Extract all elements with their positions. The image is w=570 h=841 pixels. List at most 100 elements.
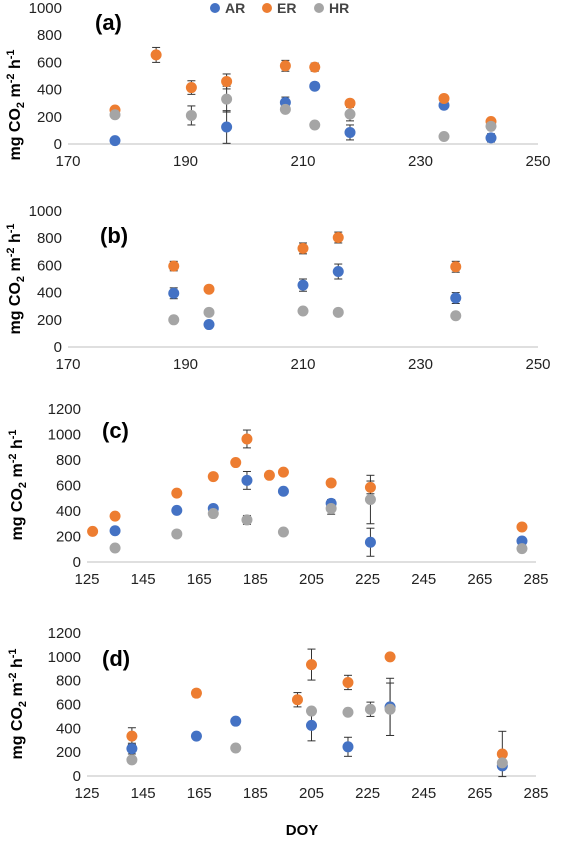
y-tick-label: 0	[54, 339, 62, 356]
point-ar	[230, 715, 242, 727]
point-er	[190, 687, 202, 699]
point-er	[221, 75, 233, 87]
point-er	[306, 659, 317, 671]
point-hr	[203, 306, 215, 318]
point-ar	[516, 535, 528, 547]
y-tick-label: 800	[37, 230, 62, 247]
x-tick-label: 285	[523, 571, 548, 588]
point-er	[291, 694, 303, 706]
legend-marker-er	[262, 3, 272, 13]
point-ar	[297, 279, 309, 291]
point-ar	[450, 292, 462, 304]
point-ar	[171, 504, 183, 516]
y-tick-label: 200	[56, 744, 81, 761]
point-ar	[485, 132, 497, 144]
point-ar	[168, 287, 180, 299]
point-ar	[342, 741, 354, 753]
point-hr	[342, 706, 354, 718]
legend-label-ar: AR	[225, 0, 245, 16]
legend-label-er: ER	[277, 0, 296, 16]
y-tick-label: 200	[37, 312, 62, 329]
point-er	[450, 261, 462, 273]
legend-label-hr: HR	[329, 0, 349, 16]
point-ar	[332, 266, 344, 278]
y-tick-label: 800	[56, 673, 81, 690]
point-er	[230, 457, 242, 469]
point-ar	[190, 730, 202, 742]
x-tick-label: 190	[173, 356, 198, 373]
x-tick-label: 185	[243, 571, 268, 588]
point-er	[496, 748, 508, 760]
point-ar	[364, 536, 376, 548]
y-tick-label: 600	[56, 478, 81, 495]
point-ar	[241, 474, 253, 486]
point-ar	[221, 121, 233, 133]
point-hr	[230, 742, 242, 754]
point-er	[297, 242, 309, 254]
point-hr	[168, 314, 180, 326]
y-tick-label: 600	[37, 54, 62, 71]
panel-label: (a)	[95, 10, 122, 35]
y-tick-label: 400	[56, 720, 81, 737]
x-tick-label: 250	[525, 153, 550, 170]
point-hr	[364, 703, 376, 715]
point-ar	[126, 743, 138, 755]
point-hr	[496, 757, 508, 769]
point-ar	[109, 135, 121, 147]
x-tick-label: 170	[55, 356, 80, 373]
x-tick-label: 250	[525, 356, 550, 373]
y-axis-label: mg CO2 m-2 h-1	[7, 648, 29, 759]
point-ar	[109, 525, 121, 537]
x-tick-label: 285	[523, 785, 548, 802]
point-er	[277, 466, 289, 478]
point-hr	[297, 305, 309, 317]
x-tick-label: 210	[290, 153, 315, 170]
x-tick-label: 265	[467, 571, 492, 588]
point-hr	[332, 306, 344, 318]
y-tick-label: 1200	[48, 401, 81, 418]
y-tick-label: 1000	[48, 649, 81, 666]
point-hr	[485, 120, 497, 132]
point-er	[342, 676, 354, 688]
x-tick-label: 265	[467, 785, 492, 802]
point-hr	[516, 543, 528, 555]
point-hr	[207, 508, 219, 520]
point-hr	[109, 109, 121, 121]
y-tick-label: 400	[56, 503, 81, 520]
y-tick-label: 0	[54, 136, 62, 153]
y-tick-label: 0	[73, 554, 81, 571]
y-tick-label: 1200	[48, 625, 81, 642]
x-tick-label: 230	[408, 356, 433, 373]
y-tick-label: 1000	[48, 427, 81, 444]
x-tick-label: 230	[408, 153, 433, 170]
x-tick-label: 165	[187, 571, 212, 588]
point-er	[344, 97, 356, 109]
point-er	[241, 433, 253, 445]
point-hr	[277, 526, 289, 538]
y-tick-label: 800	[56, 452, 81, 469]
point-er	[150, 49, 162, 61]
point-ar	[203, 319, 215, 331]
y-tick-label: 1000	[29, 0, 62, 17]
point-hr	[109, 542, 121, 554]
point-hr	[126, 754, 138, 766]
point-er	[438, 92, 450, 104]
point-er	[384, 651, 396, 663]
x-tick-label: 190	[173, 153, 198, 170]
point-er	[332, 232, 344, 244]
point-er	[168, 260, 180, 272]
x-tick-label: 210	[290, 356, 315, 373]
x-tick-label: 225	[355, 785, 380, 802]
y-tick-label: 200	[56, 529, 81, 546]
legend: AR ER HR	[210, 0, 349, 16]
x-tick-label: 170	[55, 153, 80, 170]
x-tick-label: 245	[411, 785, 436, 802]
panel-4: 0 200 400 600 800 1000 1200 125 145 165 185 205 225 2…	[7, 625, 549, 802]
point-ar	[277, 485, 289, 497]
point-hr	[450, 310, 462, 322]
x-tick-label: 225	[355, 571, 380, 588]
point-er	[325, 477, 337, 489]
point-hr	[241, 514, 253, 526]
x-tick-label: 165	[187, 785, 212, 802]
